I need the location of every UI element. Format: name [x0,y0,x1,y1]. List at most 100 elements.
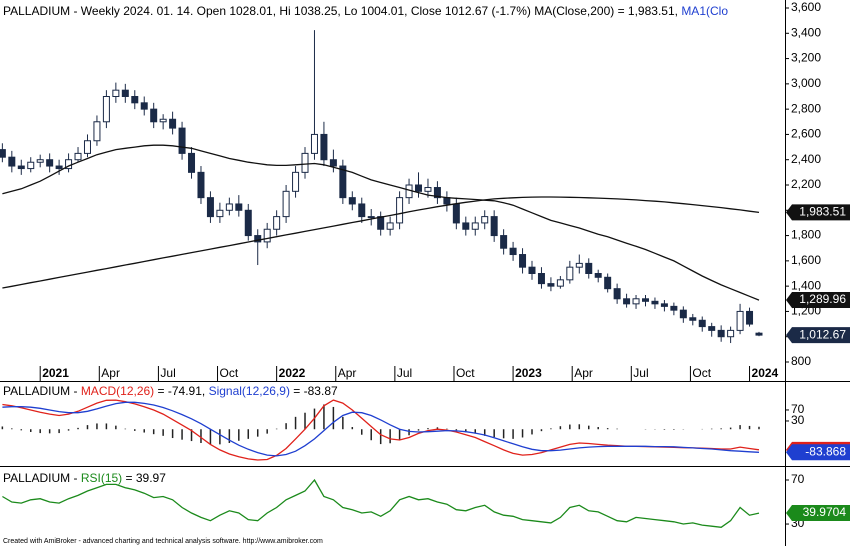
candle-body [27,161,35,170]
candle-body [689,317,697,321]
candle-body [55,165,63,170]
candle-body [623,298,631,305]
y-tick-label: 3,000 [791,76,821,90]
legend-entry: MACD(12,26) [81,384,154,398]
candle-body [528,266,536,274]
value-tag-bg [786,444,850,461]
candle-body [320,133,328,161]
candle-body [396,197,404,224]
candle-body [235,203,243,211]
value-tag: 1,012.67 [799,327,846,341]
pane-title: PALLADIUM - [3,471,77,485]
y-tick-label: 800 [791,354,811,368]
y-tick-label: 2,400 [791,152,821,166]
candle-body [17,165,25,170]
candle-body [329,159,337,167]
candle-body [717,329,725,338]
value-tag-bg [786,505,850,522]
candle-body [273,216,281,230]
candle-body [169,118,177,129]
pane [2,478,760,528]
candle-body [462,222,470,230]
x-tick-label: Apr [338,366,357,380]
legend-entry: RSI(15) [81,471,122,485]
candle-body [613,288,621,300]
candle-body [263,228,271,243]
series-line [2,478,760,528]
candle-body [244,209,252,237]
candle-body [310,133,318,154]
y-tick-label: 3,400 [791,25,821,39]
candle-body [367,216,375,219]
candle-body [547,283,555,287]
x-tick-label: Oct [692,366,711,380]
candle-body [339,165,347,199]
candle-body [452,203,460,224]
candle-body [471,222,479,230]
candle-body [348,197,356,205]
candle-body [651,300,659,305]
candle-body [698,319,706,328]
candle-body [424,187,432,192]
candle-body [415,184,423,192]
candle-body [46,159,54,167]
candle-body [121,89,129,98]
candle-body [102,96,110,123]
y-tick-label: 2,800 [791,101,821,115]
candle-body [660,303,668,307]
series-line [2,196,760,289]
candle-body [197,171,205,199]
candle-body [481,216,489,224]
x-tick-label: Oct [456,366,475,380]
candle-body [519,254,527,268]
candle-body [641,298,649,302]
y-tick-label: 1,800 [791,228,821,242]
candle-body [150,108,158,123]
candle-body [679,309,687,319]
x-tick-label: Jul [397,366,412,380]
y-tick-label: 70 [791,472,805,486]
series-line [2,401,760,457]
footer: Created with AmiBroker - advanced charti… [3,538,323,545]
y-tick-label: 70 [791,402,805,416]
candle-body [74,152,82,161]
value-tag: -83.868 [805,444,846,458]
legend-value: = -83.87 [293,384,338,398]
candle-body [405,184,413,199]
candle-body [377,216,385,230]
x-tick-label: Apr [574,366,593,380]
candle-body [83,140,91,154]
candle-body [585,262,593,274]
x-tick-label: 2022 [279,366,306,380]
x-tick-label: Jul [633,366,648,380]
candle-body [282,190,290,218]
x-tick-label: Apr [101,366,120,380]
legend-entry: Signal(12,26,9) [209,384,290,398]
candle-body [433,187,441,199]
value-tag: 1,983.51 [799,205,846,219]
candle-body [727,329,735,338]
candle-body [632,298,640,305]
title: PALLADIUM - Weekly 2024. 01. 14. Open 10… [3,4,678,18]
candle-body [188,152,196,173]
candle-body [206,197,214,218]
y-tick-label: 1,400 [791,278,821,292]
pane [1,399,760,461]
series-line [2,144,760,301]
candle-body [254,235,262,243]
y-tick-label: 3,600 [791,0,821,14]
x-tick-label: 2021 [42,366,69,380]
x-tick-label: Oct [220,366,239,380]
candle-body [301,152,309,173]
y-tick-label: 2,600 [791,127,821,141]
candle-body [225,203,233,211]
pane [0,30,763,344]
x-tick-label: 2024 [752,366,779,380]
candle-body [604,276,612,290]
y-tick-label: 30 [791,413,805,427]
candle-body [292,171,300,192]
value-tag-bg [786,327,850,344]
x-tick-label: Jul [160,366,175,380]
